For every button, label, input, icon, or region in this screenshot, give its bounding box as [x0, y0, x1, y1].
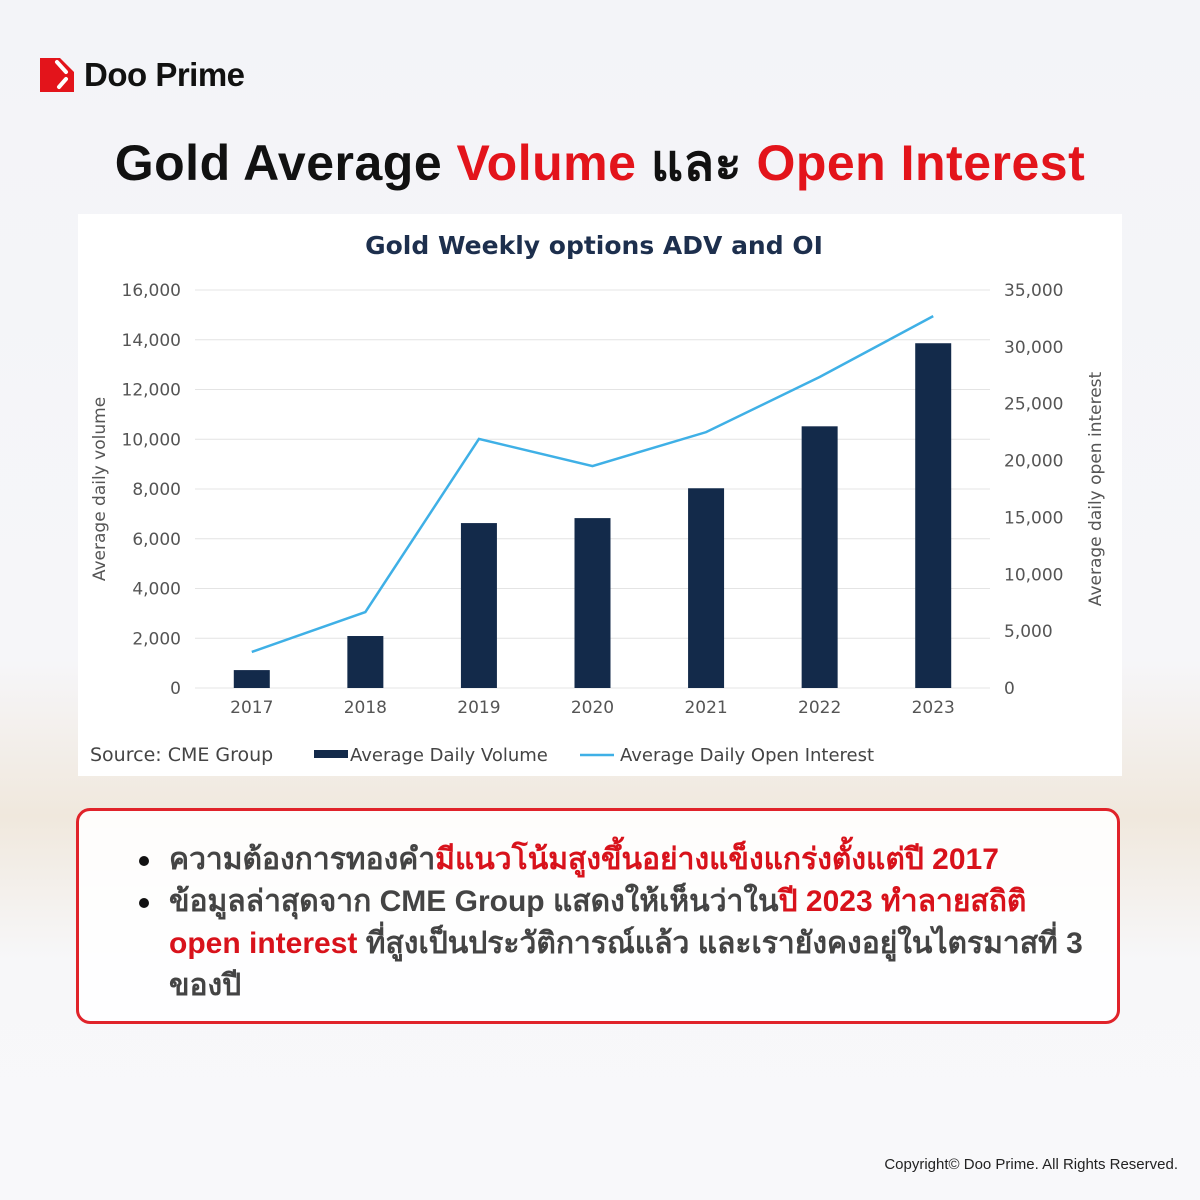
x-tick-label: 2022: [798, 698, 841, 718]
bar-2022: [801, 426, 838, 688]
key-point-text: ข้อมูลล่าสุดจาก CME Group แสดงให้เห็นว่า…: [169, 885, 779, 918]
title-highlight: Open Interest: [756, 135, 1086, 191]
y-right-tick-label: 10,000: [1004, 565, 1063, 585]
x-tick-label: 2023: [912, 698, 955, 718]
key-point-highlight: ปี 2023 ทำลายสถิติ open interest: [169, 885, 1027, 960]
x-tick-label: 2020: [571, 698, 614, 718]
chart-card: Gold Weekly options ADV and OI 0 2,000 4,0…: [78, 214, 1122, 776]
y-left-tick-label: 2,000: [132, 629, 181, 649]
bar-2019: [460, 523, 497, 688]
x-tick-label: 2017: [230, 698, 273, 718]
y-left-tick-label: 0: [170, 679, 181, 699]
y-right-tick-label: 20,000: [1004, 452, 1063, 472]
key-point: ข้อมูลล่าสุดจาก CME Group แสดงให้เห็นว่า…: [139, 881, 1087, 1007]
key-points-box: ความต้องการทองคำมีแนวโน้มสูงขึ้นอย่างแข็…: [76, 808, 1120, 1024]
key-point-text: ความต้องการทองคำ: [169, 843, 436, 876]
x-tick-label: 2019: [457, 698, 500, 718]
y-right-tick-label: 30,000: [1004, 338, 1063, 358]
y-right-tick-label: 15,000: [1004, 508, 1063, 528]
y-axis-right-label: Average daily open interest: [1086, 371, 1106, 606]
bar-2017: [233, 670, 270, 688]
source-note: Source: CME Group: [90, 744, 273, 766]
y-left-tick-label: 14,000: [122, 331, 181, 351]
y-right-tick-label: 0: [1004, 679, 1015, 699]
y-right-tick-label: 5,000: [1004, 622, 1053, 642]
key-point: ความต้องการทองคำมีแนวโน้มสูงขึ้นอย่างแข็…: [139, 839, 1087, 881]
bar-2023: [915, 343, 952, 688]
y-axis-left-label: Average daily volume: [90, 397, 110, 581]
bar-2020: [574, 518, 611, 688]
bar-2018: [347, 636, 384, 688]
page-title: Gold Average Volume และ Open Interest: [0, 124, 1200, 203]
y-right-tick-label: 35,000: [1004, 281, 1063, 301]
y-left-tick-label: 16,000: [122, 281, 181, 301]
title-part: และ: [636, 135, 757, 191]
legend-label-oi: Average Daily Open Interest: [620, 745, 874, 766]
title-part: Gold Average: [114, 135, 457, 191]
copyright: Copyright© Doo Prime. All Rights Reserve…: [884, 1156, 1178, 1173]
y-left-tick-label: 6,000: [132, 530, 181, 550]
x-tick-label: 2021: [684, 698, 727, 718]
x-tick-label: 2018: [344, 698, 387, 718]
bar-2021: [688, 488, 725, 688]
legend-label-volume: Average Daily Volume: [350, 745, 548, 766]
key-point-highlight: มีแนวโน้มสูงขึ้นอย่างแข็งแกร่งตั้งแต่ปี …: [435, 843, 999, 876]
chart: Gold Weekly options ADV and OI 0 2,000 4,0…: [90, 231, 1106, 766]
brand-logo: Doo Prime: [40, 56, 245, 94]
title-highlight: Volume: [456, 135, 637, 191]
y-left-tick-label: 8,000: [132, 480, 181, 500]
brand-name: Doo Prime: [84, 56, 245, 93]
doo-prime-logo-icon: [40, 58, 74, 92]
y-left-tick-label: 10,000: [122, 430, 181, 450]
y-right-tick-label: 25,000: [1004, 395, 1063, 415]
key-point-text: ที่สูงเป็นประวัติการณ์แล้ว และเรายังคงอย…: [169, 927, 1083, 1002]
y-left-tick-label: 4,000: [132, 580, 181, 600]
legend-swatch-volume: [314, 750, 348, 758]
chart-title: Gold Weekly options ADV and OI: [365, 231, 823, 260]
y-left-tick-label: 12,000: [122, 381, 181, 401]
